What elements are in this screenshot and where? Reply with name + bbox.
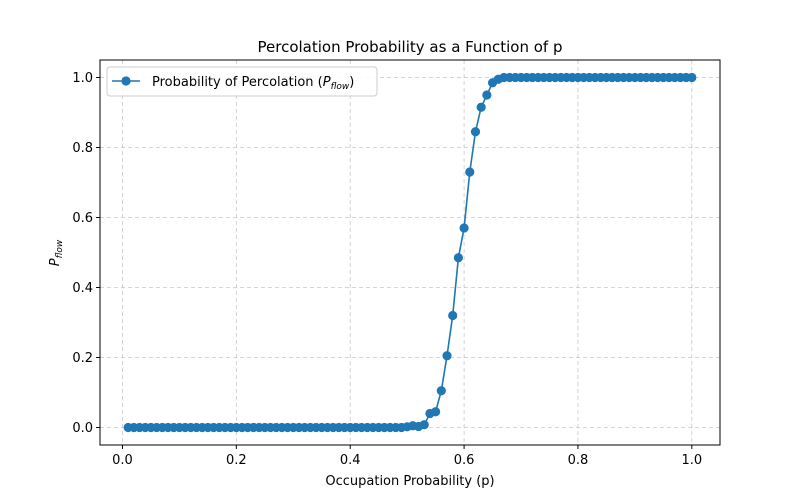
data-point bbox=[470, 127, 481, 137]
legend-entry-label: Probability of Percolation (Pflow) bbox=[152, 75, 354, 92]
y-tick-label: 1.0 bbox=[72, 71, 93, 86]
plot-frame bbox=[99, 59, 721, 446]
x-tick-label: 0.4 bbox=[340, 453, 361, 468]
x-tick-label: 0.8 bbox=[568, 453, 589, 468]
x-tick-label: 0.2 bbox=[226, 453, 247, 468]
legend-label-italic: P bbox=[323, 75, 331, 90]
data-point bbox=[419, 420, 429, 430]
y-tick-label: 0.8 bbox=[72, 141, 93, 156]
legend-label-base: Probability of Percolation ( bbox=[152, 75, 323, 90]
series-layer bbox=[123, 72, 697, 433]
x-tick-label: 0.0 bbox=[112, 453, 133, 468]
y-axis-ticks: 0.0 0.2 0.4 0.6 0.8 1.0 bbox=[72, 71, 100, 436]
y-tick-label: 0.0 bbox=[72, 421, 93, 436]
x-axis-label: Occupation Probability (p) bbox=[325, 474, 494, 489]
y-tick-label: 0.2 bbox=[72, 351, 93, 366]
legend-label-sub: flow bbox=[331, 82, 350, 92]
data-point bbox=[476, 102, 486, 112]
data-point bbox=[687, 72, 697, 83]
chart-title: Percolation Probability as a Function of… bbox=[258, 38, 563, 56]
y-axis-label-sub: flow bbox=[55, 239, 65, 258]
x-tick-label: 1.0 bbox=[681, 453, 702, 468]
legend-marker-swatch bbox=[121, 76, 131, 86]
legend: Probability of Percolation (Pflow) bbox=[106, 66, 378, 97]
legend-label-end: ) bbox=[349, 75, 354, 90]
grid bbox=[100, 60, 720, 445]
data-point bbox=[453, 253, 463, 263]
data-point bbox=[459, 223, 469, 233]
data-point bbox=[482, 90, 492, 100]
data-point bbox=[436, 386, 446, 396]
x-axis-ticks: 0.0 0.2 0.4 0.6 0.8 1.0 bbox=[112, 445, 702, 468]
data-point bbox=[465, 167, 475, 177]
data-point bbox=[442, 351, 452, 361]
x-tick-label: 0.6 bbox=[454, 453, 475, 468]
y-axis-label-base: P bbox=[48, 258, 63, 266]
data-point bbox=[448, 310, 458, 321]
y-axis-label: Pflow bbox=[48, 239, 65, 266]
y-tick-label: 0.4 bbox=[72, 281, 93, 296]
data-point bbox=[431, 407, 441, 417]
y-tick-label: 0.6 bbox=[72, 211, 93, 226]
legend-box bbox=[106, 66, 378, 97]
